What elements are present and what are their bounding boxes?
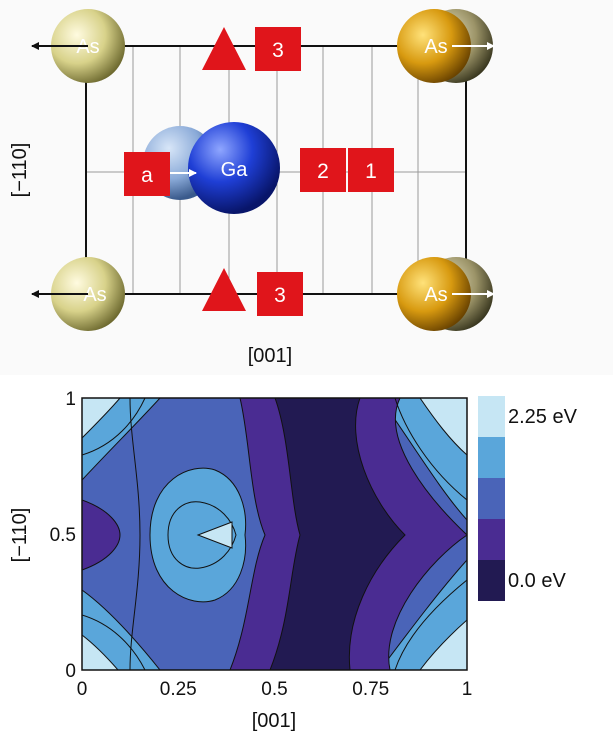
y-tick-label: 0 [65, 661, 76, 682]
colorbar-swatch [478, 519, 505, 560]
svg-text:3: 3 [274, 284, 286, 307]
x-tick-label: 0.5 [261, 679, 287, 700]
contour-plot [82, 398, 467, 670]
contour-band-local-max-peak [196, 521, 233, 549]
contour-line [82, 398, 146, 456]
site-badge-a: a [124, 152, 170, 196]
svg-text:2: 2 [317, 160, 329, 183]
colorbar-swatch [478, 478, 505, 519]
y-tick-label: 0.5 [50, 525, 76, 546]
x-tick-label: 1 [462, 679, 473, 700]
contour-line [394, 398, 467, 501]
y-axis-ticks: 00.51 [50, 389, 76, 682]
contour-line [82, 614, 146, 670]
site-marker-top-triangle [202, 27, 246, 70]
atom-label-as: As [424, 284, 447, 306]
x-tick-label: 0.25 [160, 679, 197, 700]
contour-x-axis-label: [001] [252, 710, 296, 732]
site-badge-3-top: 3 [255, 27, 301, 71]
site-marker-bottom-triangle [202, 268, 246, 311]
displacement-arrows [31, 42, 495, 298]
contour-y-axis-label: [−110] [9, 508, 31, 563]
colorbar [478, 396, 505, 601]
colorbar-label-min: 0.0 eV [508, 570, 566, 592]
x-axis-ticks: 0 0.25 0.5 0.75 1 [77, 679, 473, 700]
svg-text:a: a [141, 164, 153, 187]
site-badge-2: 2 [300, 148, 346, 192]
atom-label-as: As [83, 284, 106, 306]
atom-label-ga: Ga [221, 159, 249, 181]
x-tick-label: 0.75 [352, 679, 389, 700]
contour-band-corner-bl [82, 589, 161, 670]
colorbar-label-max: 2.25 eV [508, 406, 578, 428]
colorbar-swatch [478, 560, 505, 601]
structure-x-axis-label: [001] [248, 345, 292, 367]
y-tick-label: 1 [65, 389, 76, 410]
atom-label-as: As [424, 36, 447, 58]
x-tick-label: 0 [77, 679, 88, 700]
colorbar-swatch [478, 396, 505, 437]
svg-text:1: 1 [365, 160, 377, 183]
contour-plot-frame [81, 397, 468, 671]
as-atom-top-right: As [397, 9, 493, 83]
svg-text:3: 3 [272, 39, 284, 62]
contour-line [129, 398, 141, 670]
contour-band-left-edge [82, 499, 121, 571]
site-badge-1: 1 [348, 148, 394, 192]
site-badge-3-bottom: 3 [257, 272, 303, 316]
ga-atom: Ga [143, 122, 280, 214]
structure-y-axis-label: [−110] [9, 143, 31, 198]
colorbar-swatch [478, 437, 505, 478]
contour-line [394, 579, 467, 670]
